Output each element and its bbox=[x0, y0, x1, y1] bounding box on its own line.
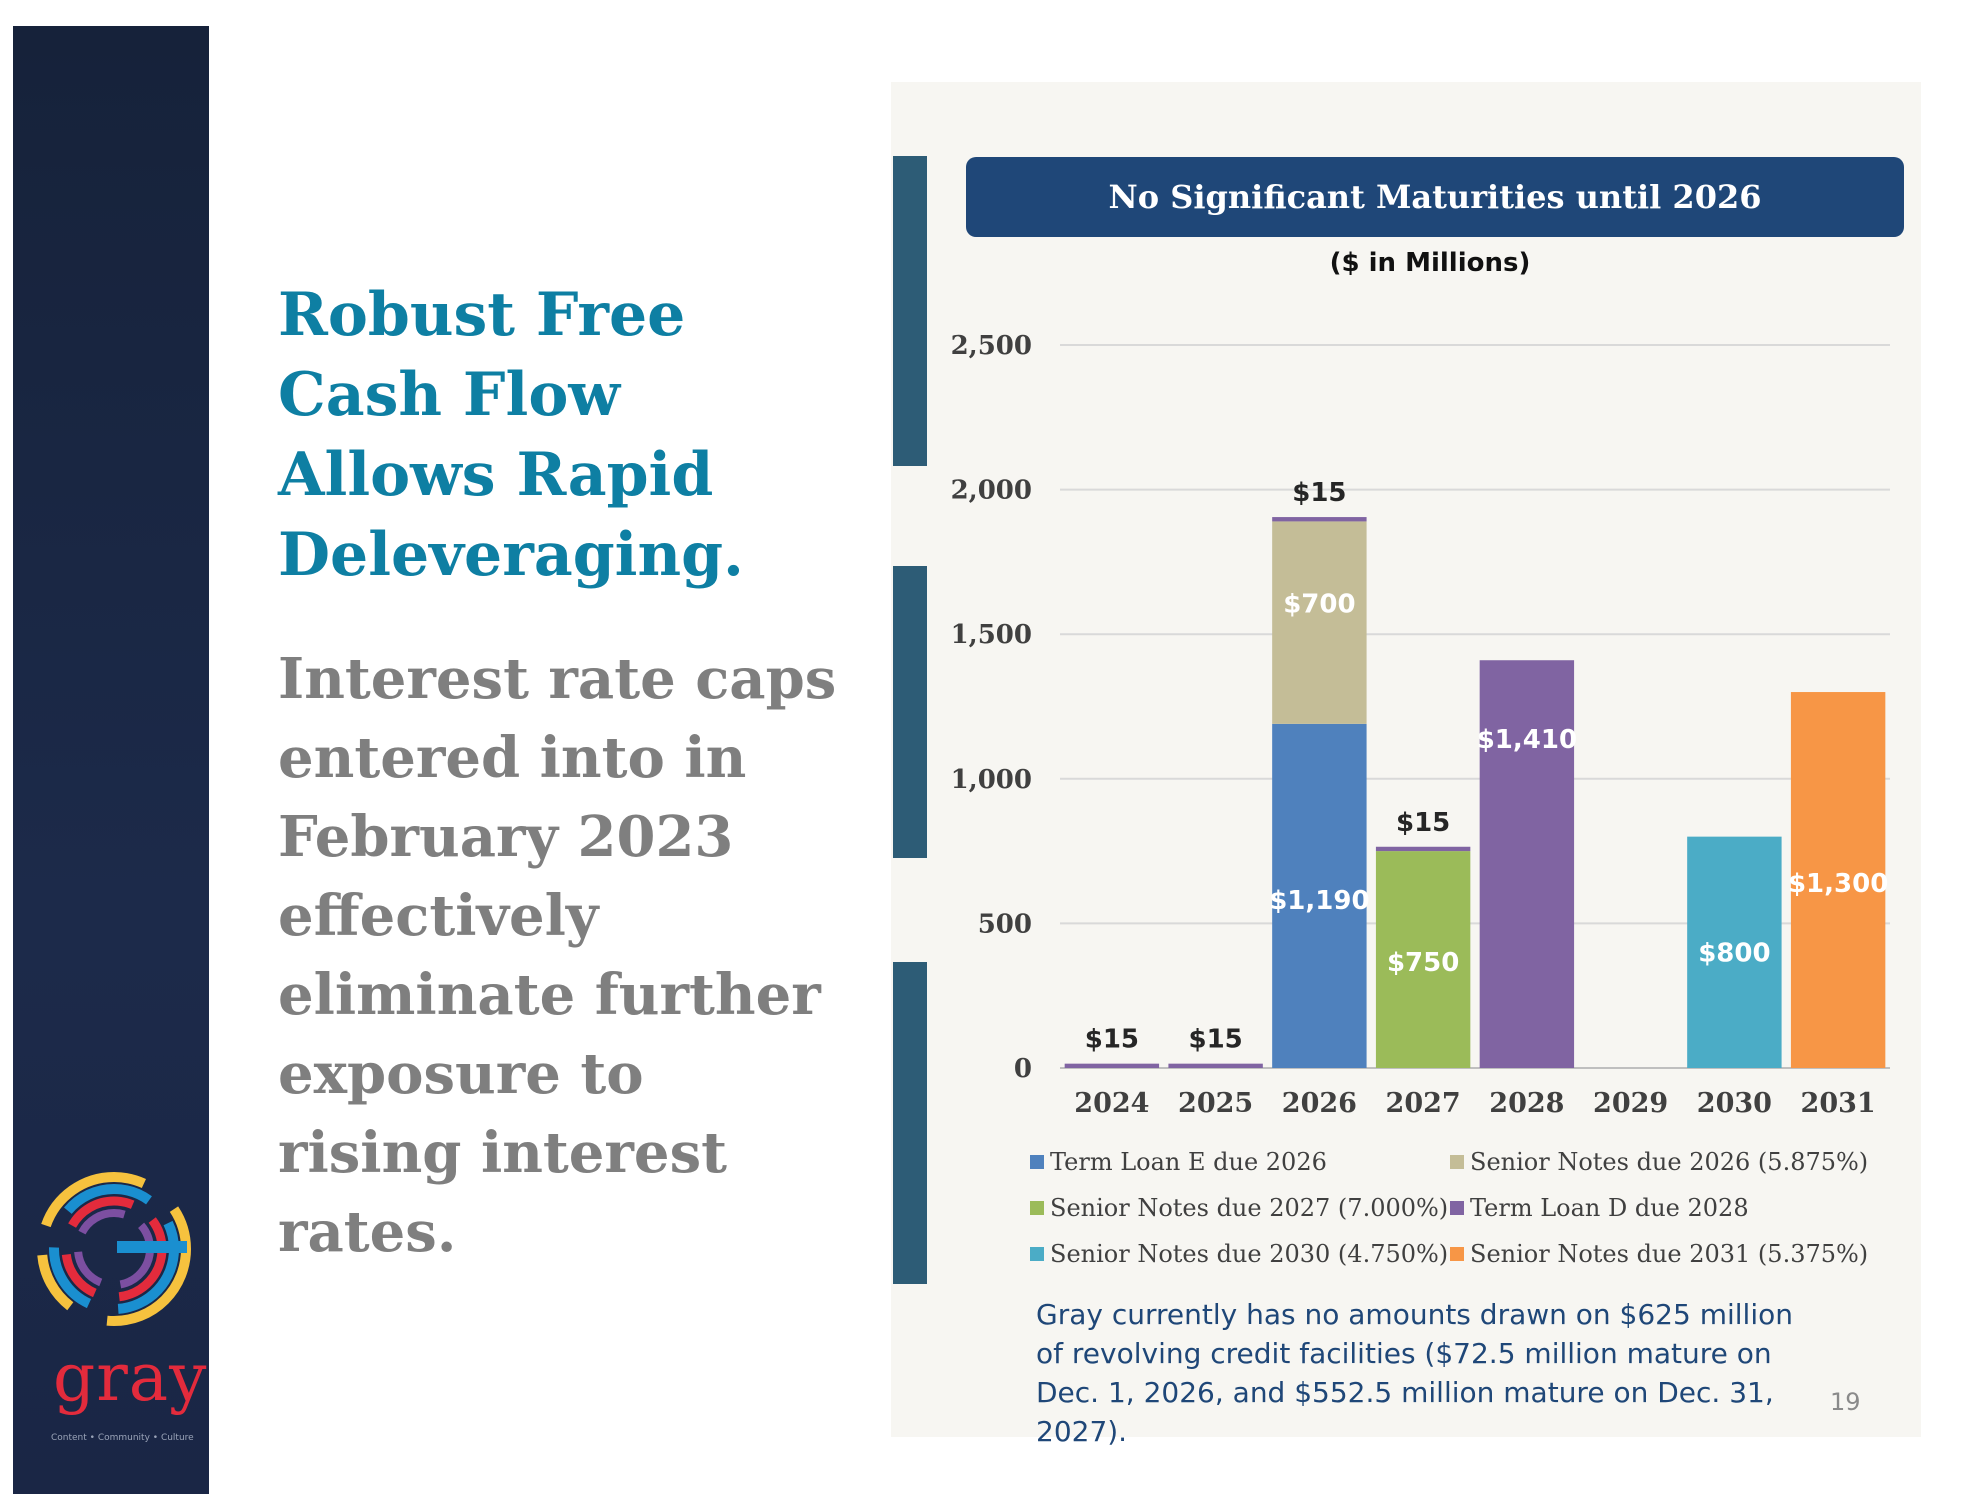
data-label: $15 bbox=[1396, 808, 1450, 838]
bar-segment bbox=[1272, 517, 1367, 522]
y-tick-label: 2,500 bbox=[951, 331, 1032, 361]
x-tick-label: 2025 bbox=[1178, 1088, 1253, 1119]
y-tick-label: 1,000 bbox=[951, 765, 1032, 795]
data-label: $1,300 bbox=[1788, 869, 1888, 899]
chart-panel bbox=[891, 82, 1921, 1437]
gray-logo: gray Content • Community • Culture bbox=[25, 1161, 206, 1461]
data-label: $700 bbox=[1283, 590, 1355, 620]
sidebar-band: gray Content • Community • Culture bbox=[13, 26, 209, 1494]
legend-swatch bbox=[1450, 1201, 1464, 1215]
legend-swatch bbox=[1030, 1155, 1044, 1169]
logo-tagline: Content • Community • Culture bbox=[51, 1433, 194, 1443]
data-label: $15 bbox=[1188, 1025, 1242, 1055]
x-tick-label: 2028 bbox=[1489, 1088, 1564, 1119]
x-tick-label: 2026 bbox=[1282, 1088, 1357, 1119]
legend-label: Term Loan D due 2028 bbox=[1470, 1194, 1749, 1222]
x-tick-label: 2027 bbox=[1386, 1088, 1461, 1119]
legend-item: Senior Notes due 2026 (5.875%) bbox=[1450, 1148, 1868, 1176]
legend-item: Senior Notes due 2031 (5.375%) bbox=[1450, 1240, 1868, 1268]
data-label: $1,410 bbox=[1477, 725, 1577, 755]
logo-wordmark: gray bbox=[53, 1339, 208, 1416]
legend-item: Term Loan E due 2026 bbox=[1030, 1148, 1327, 1176]
x-tick-label: 2030 bbox=[1697, 1088, 1772, 1119]
x-tick-label: 2029 bbox=[1593, 1088, 1668, 1119]
data-label: $800 bbox=[1698, 939, 1770, 969]
bar-segment bbox=[1479, 660, 1575, 1068]
legend-item: Term Loan D due 2028 bbox=[1450, 1194, 1749, 1222]
data-label: $750 bbox=[1387, 948, 1459, 978]
accent-bar-top bbox=[893, 156, 927, 466]
bar-segment bbox=[1375, 851, 1471, 1068]
page-number: 19 bbox=[1830, 1388, 1861, 1416]
body-text: Interest rate caps entered into in Febru… bbox=[278, 646, 837, 1265]
x-tick-label: 2024 bbox=[1074, 1088, 1149, 1119]
legend-item: Senior Notes due 2030 (4.750%) bbox=[1030, 1240, 1448, 1268]
bar-segment bbox=[1375, 846, 1471, 852]
y-tick-label: 0 bbox=[1014, 1054, 1032, 1084]
legend-swatch bbox=[1450, 1155, 1464, 1169]
y-tick-label: 1,500 bbox=[951, 620, 1032, 650]
legend-swatch bbox=[1030, 1247, 1044, 1261]
bar-segment bbox=[1687, 836, 1782, 1068]
accent-bar-middle bbox=[893, 566, 927, 858]
revolver-note: Gray currently has no amounts drawn on $… bbox=[1036, 1298, 1793, 1448]
chart-banner-title: No Significant Maturities until 2026 bbox=[966, 157, 1904, 237]
headline: Robust Free Cash Flow Allows Rapid Delev… bbox=[278, 280, 744, 590]
data-label: $15 bbox=[1085, 1025, 1139, 1055]
bar-segment bbox=[1272, 723, 1367, 1068]
gray-g-mark-icon bbox=[37, 1172, 191, 1326]
accent-bar-bottom bbox=[893, 962, 927, 1284]
bar-segment bbox=[1790, 692, 1886, 1068]
x-tick-label: 2031 bbox=[1801, 1088, 1876, 1119]
bar-segment bbox=[1272, 521, 1367, 724]
legend-swatch bbox=[1450, 1247, 1464, 1261]
y-tick-label: 2,000 bbox=[951, 476, 1032, 506]
legend-label: Senior Notes due 2031 (5.375%) bbox=[1470, 1240, 1869, 1268]
data-label: $15 bbox=[1292, 478, 1346, 508]
data-label: $1,190 bbox=[1269, 886, 1369, 916]
legend-label: Senior Notes due 2026 (5.875%) bbox=[1470, 1148, 1869, 1176]
legend-label: Term Loan E due 2026 bbox=[1050, 1148, 1327, 1176]
bar-segment bbox=[1064, 1063, 1160, 1068]
legend-label: Senior Notes due 2027 (7.000%) bbox=[1050, 1194, 1449, 1222]
y-tick-label: 500 bbox=[978, 909, 1032, 939]
legend-item: Senior Notes due 2027 (7.000%) bbox=[1030, 1194, 1448, 1222]
legend-swatch bbox=[1030, 1201, 1044, 1215]
chart-subtitle: ($ in Millions) bbox=[1329, 248, 1531, 278]
bar-segment bbox=[1168, 1063, 1263, 1068]
legend-label: Senior Notes due 2030 (4.750%) bbox=[1050, 1240, 1449, 1268]
